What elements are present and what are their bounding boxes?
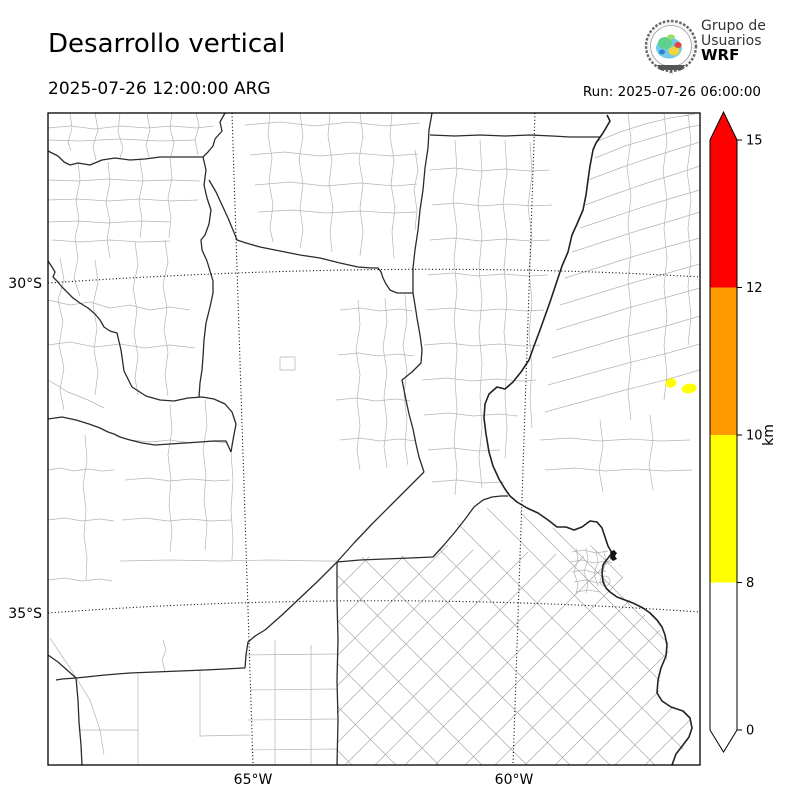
colorbar-tick-8: 8	[746, 576, 754, 591]
colorbar-tick-labels: 15 12 10 8 0	[746, 134, 763, 739]
colorbar-ticks	[737, 139, 742, 731]
echo-top-cell-east	[681, 383, 697, 394]
river-coastline	[483, 114, 693, 765]
buenos-aires-department-grid	[337, 507, 694, 765]
colorbar-tick-15: 15	[746, 134, 763, 149]
logo-line-2: Usuarios	[701, 32, 762, 49]
colorbar-seg-10-12	[710, 287, 737, 435]
logo-line-3: WRF	[701, 46, 740, 64]
colorbar-tick-10: 10	[746, 429, 763, 444]
wrf-logo-text: Grupo de Usuarios WRF	[701, 19, 766, 63]
colorbar-tick-12: 12	[746, 281, 763, 296]
colorbar-over-arrow	[710, 112, 737, 140]
graticule-65w	[231, 113, 254, 765]
department-boundaries	[48, 113, 700, 765]
colorbar-tick-0: 0	[746, 724, 754, 739]
graticule-35s	[48, 600, 700, 614]
logo-line-1: Grupo de	[701, 18, 766, 34]
axis-labels: 30°S 35°S 65°W 60°W	[8, 276, 533, 788]
buenos-aires-marker	[610, 550, 617, 561]
colorbar-unit-label: km	[761, 424, 777, 446]
run-time-label: Run: 2025-07-26 06:00:00	[582, 84, 761, 100]
graticule-60w	[512, 113, 536, 765]
echo-top-cell-west	[665, 378, 677, 388]
echo-top-cells	[665, 378, 697, 394]
map-frame	[47, 112, 701, 766]
colorbar-under-arrow	[710, 730, 737, 752]
lon-tick-65w: 65°W	[234, 772, 273, 788]
lat-tick-30s: 30°S	[8, 276, 42, 292]
graticule-30s	[48, 268, 700, 284]
province-boundaries	[48, 113, 600, 765]
colorbar-seg-8-10	[710, 435, 737, 583]
page-title: Desarrollo vertical	[48, 29, 286, 59]
colorbar-seg-12-15	[710, 140, 737, 288]
colorbar-seg-0-8	[710, 582, 737, 730]
lon-tick-60w: 60°W	[495, 772, 534, 788]
colorbar: 15 12 10 8 0 km	[709, 110, 777, 753]
lat-tick-35s: 35°S	[8, 606, 42, 622]
wrf-logo-icon	[644, 19, 698, 74]
valid-time-label: 2025-07-26 12:00:00 ARG	[48, 79, 271, 99]
